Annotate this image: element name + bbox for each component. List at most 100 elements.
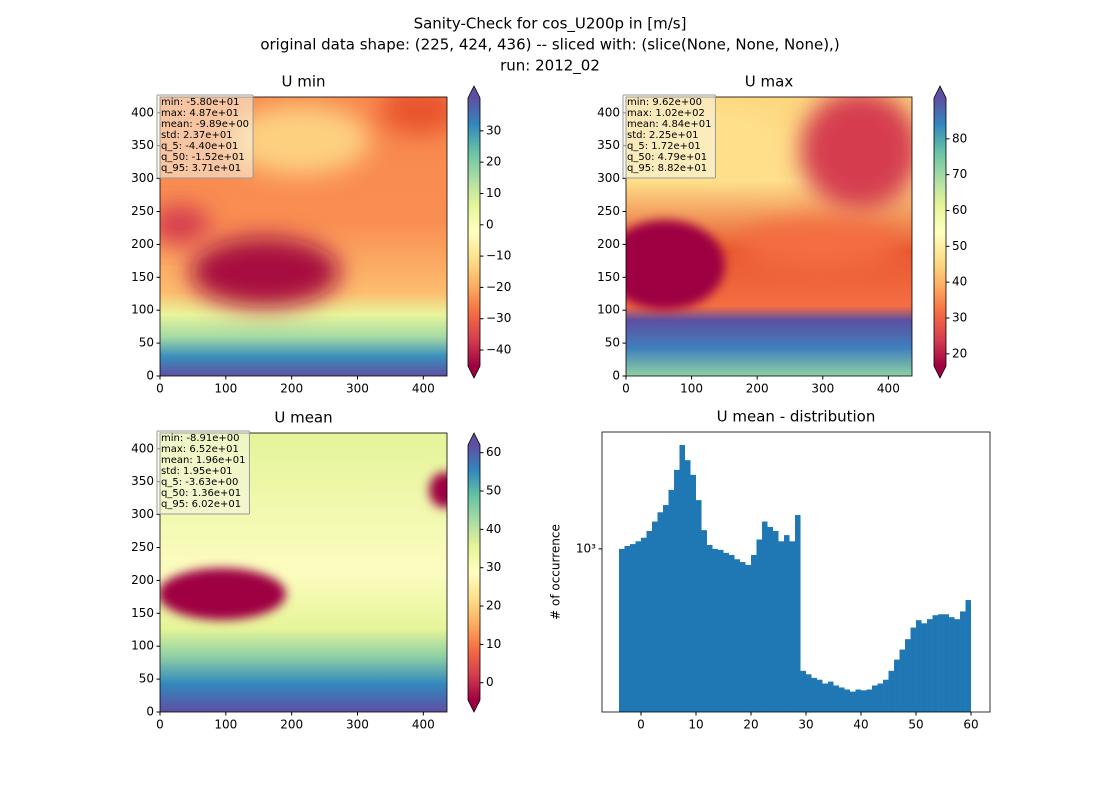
colorbar-extend-bottom (934, 366, 946, 378)
y-tick-label: 350 (131, 474, 154, 488)
y-tick-label: 200 (597, 237, 620, 251)
stats-text: q_95: 8.82e+01 (627, 163, 707, 174)
bar (927, 619, 933, 712)
bar (618, 548, 625, 712)
bar (839, 687, 845, 712)
colorbar-outline (467, 432, 481, 713)
bar (624, 545, 630, 712)
stats-box (622, 94, 716, 179)
y-tick-label: 200 (131, 573, 154, 587)
stats-text: std: 2.25e+01 (627, 130, 699, 141)
bar (965, 600, 972, 712)
bar (767, 526, 774, 712)
bar (800, 670, 807, 712)
x-tick-label: 200 (746, 382, 769, 396)
bar (855, 689, 862, 712)
colorbar-extend-bottom (468, 700, 480, 712)
y-tick-label: 250 (597, 204, 620, 218)
bar (789, 541, 796, 712)
stats-text: q_50: 1.36e+01 (161, 488, 241, 499)
y-tick-label: 350 (597, 138, 620, 152)
bar (756, 539, 763, 712)
field-blob (429, 472, 447, 508)
bar (943, 614, 950, 712)
x-tick-label: 100 (680, 382, 703, 396)
x-tick-label: 200 (280, 382, 303, 396)
colorbar (468, 445, 480, 700)
colorbar-tick-label: −40 (486, 343, 511, 357)
y-tick-label: 150 (597, 270, 620, 284)
bar (635, 541, 641, 712)
bar (894, 659, 900, 712)
colorbar (468, 98, 480, 366)
colorbar-tick-label: 60 (952, 203, 967, 217)
y-axis-label: # of occurrence (549, 524, 563, 620)
bar (712, 548, 719, 712)
colorbar-tick-label: 50 (952, 239, 967, 253)
bar (811, 677, 818, 712)
y-tick-label: 100 (597, 303, 620, 317)
bar (723, 552, 730, 712)
y-tick-label: 100 (131, 303, 154, 317)
axes-frame (159, 432, 448, 713)
colorbar-outline (933, 85, 947, 379)
bar (828, 681, 834, 712)
field-blob (380, 97, 447, 135)
y-tick-label: 0 (146, 369, 154, 383)
stats-text: q_95: 6.02e+01 (161, 499, 241, 510)
y-tick-label: 10³ (576, 541, 596, 555)
stats-text: q_95: 3.71e+01 (161, 163, 241, 174)
field-blob (160, 205, 210, 245)
bar (844, 689, 851, 712)
x-tick-label: 200 (280, 718, 303, 732)
colorbar-tick-label: 20 (952, 346, 967, 360)
bar (850, 691, 856, 712)
stats-text: min: -5.80e+01 (161, 97, 240, 108)
colorbar-tick-label: 20 (486, 155, 501, 169)
bar (932, 615, 939, 712)
colorbar-tick-label: 0 (486, 675, 494, 689)
y-tick-label: 0 (612, 369, 620, 383)
stats-text: mean: 1.96e+01 (161, 455, 245, 466)
colorbar-tick-label: 0 (486, 217, 494, 231)
stats-text: mean: 4.84e+01 (627, 119, 711, 130)
stats-text: mean: -9.89e+00 (161, 119, 249, 130)
x-tick-label: 60 (963, 718, 978, 732)
field-blob (740, 220, 900, 270)
stats-text: q_5: -4.40e+01 (161, 141, 238, 152)
bar (883, 679, 889, 712)
y-tick-label: 50 (139, 336, 154, 350)
stats-text: std: 1.95e+01 (161, 466, 233, 477)
colorbar-tick-label: 40 (952, 275, 967, 289)
axes-title: U mean - distribution (717, 408, 876, 426)
bar (773, 530, 779, 712)
colorbar-extend-top (468, 86, 480, 98)
x-tick-label: 30 (798, 718, 813, 732)
x-tick-label: 400 (877, 382, 900, 396)
colorbar-tick-label: 70 (952, 167, 967, 181)
y-tick-label: 250 (131, 540, 154, 554)
y-tick-label: 300 (131, 507, 154, 521)
stats-text: q_50: -1.52e+01 (161, 152, 245, 163)
stats-text: min: 9.62e+00 (627, 97, 702, 108)
bar (651, 521, 658, 712)
y-tick-label: 350 (131, 138, 154, 152)
bar (729, 554, 735, 712)
x-tick-label: 50 (908, 718, 923, 732)
colorbar-tick-label: 50 (486, 484, 501, 498)
stats-box (156, 94, 254, 179)
bar (707, 545, 713, 712)
bar (745, 564, 752, 712)
stats-text: q_5: -3.63e+00 (161, 477, 238, 488)
stats-text: max: 4.87e+01 (161, 108, 239, 119)
y-tick-label: 150 (131, 270, 154, 284)
colorbar-outline (467, 85, 481, 379)
colorbar-tick-label: −30 (486, 311, 511, 325)
bar (833, 685, 840, 712)
colorbar-tick-label: 10 (486, 637, 501, 651)
stats-box (156, 430, 250, 515)
bar (921, 623, 928, 712)
x-tick-label: 100 (214, 382, 237, 396)
axes-frame (601, 431, 991, 713)
x-tick-label: 300 (346, 382, 369, 396)
